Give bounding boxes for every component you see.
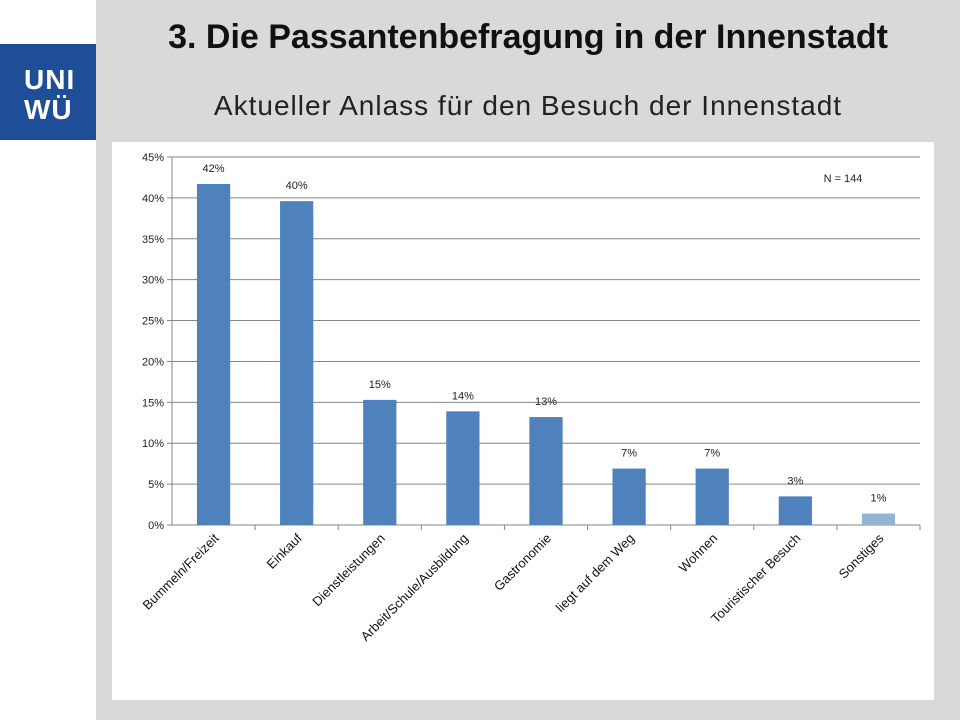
slide-title: 3. Die Passantenbefragung in der Innenst… — [168, 18, 888, 56]
data-label: 13% — [535, 396, 557, 408]
bar — [196, 183, 231, 525]
chart-panel: 0% 5% 10% 15% 20% 25% 30% 35% 40% 45% 42% Bummeln/F… — [112, 142, 934, 700]
y-tick-label: 40% — [142, 193, 164, 205]
y-tick-label: 45% — [142, 152, 164, 164]
data-label: 15% — [369, 379, 391, 391]
data-label: 42% — [203, 163, 225, 175]
y-tick-label: 20% — [142, 356, 164, 368]
data-label: 3% — [787, 475, 803, 487]
slide-subtitle: Aktueller Anlass für den Besuch der Inne… — [213, 90, 843, 121]
category-label: Touristischer Besuch — [708, 531, 803, 626]
y-tick-label: 5% — [148, 479, 164, 491]
bar — [695, 468, 729, 525]
category-label: Einkauf — [264, 530, 306, 572]
y-tick-label: 15% — [142, 397, 164, 409]
bar — [612, 468, 646, 525]
logo-line-2: WÜ — [24, 94, 73, 125]
y-tick-label: 30% — [142, 275, 164, 287]
university-logo: UNI WÜ — [0, 44, 96, 140]
bar — [861, 513, 896, 525]
y-tick-label: 35% — [142, 234, 164, 246]
bar — [778, 496, 812, 525]
bar — [363, 399, 397, 525]
sample-size-annotation: N = 144 — [824, 173, 863, 185]
bar — [280, 201, 314, 525]
category-label: Wohnen — [676, 531, 721, 576]
category-label: liegt auf dem Weg — [553, 531, 638, 616]
bar — [529, 417, 563, 525]
data-label: 40% — [286, 180, 308, 192]
data-label: 7% — [704, 448, 720, 460]
y-tick-label: 10% — [142, 438, 164, 450]
category-label: Gastronomie — [491, 531, 554, 594]
data-label: 1% — [870, 493, 886, 505]
data-label: 14% — [452, 390, 474, 402]
bar — [446, 411, 480, 525]
y-tick-label: 25% — [142, 316, 164, 328]
category-label: Dienstleistungen — [309, 531, 388, 610]
bar-chart: 0% 5% 10% 15% 20% 25% 30% 35% 40% 45% 42% Bummeln/F… — [140, 152, 921, 644]
y-tick-label: 0% — [148, 520, 164, 532]
data-label: 7% — [621, 448, 637, 460]
logo-line-1: UNI — [24, 64, 76, 95]
category-label: Sonstiges — [836, 530, 887, 581]
category-label: Bummeln/Freizeit — [140, 530, 222, 612]
